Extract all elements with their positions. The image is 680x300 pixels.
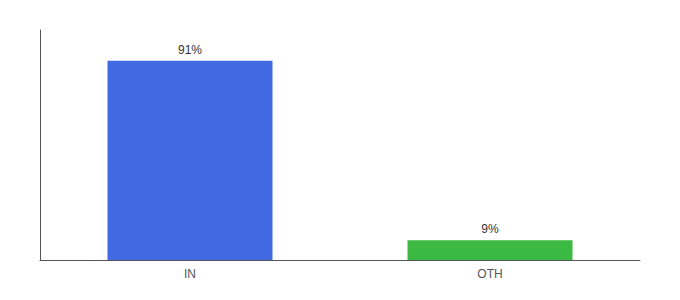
svg-text:91%: 91% — [178, 43, 202, 57]
svg-text:9%: 9% — [481, 222, 499, 236]
svg-text:IN: IN — [184, 267, 196, 281]
svg-text:OTH: OTH — [477, 267, 502, 281]
